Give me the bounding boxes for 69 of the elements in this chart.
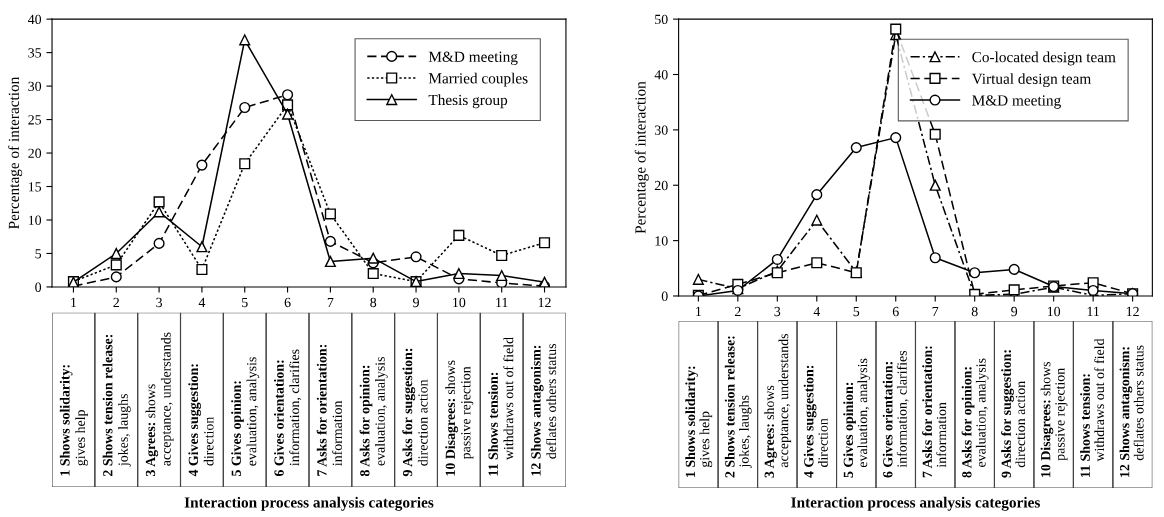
text: 6 Gives orientation: information, clarifies [882, 350, 909, 478]
y-tick-label: 30 [654, 125, 668, 135]
text: 8 Asks for opinion: evaluation, analysis [961, 358, 989, 478]
x-tick-label: 6 [284, 297, 291, 308]
y-tick-label: 15 [28, 182, 42, 192]
x-tick-label: 1 [696, 306, 701, 317]
x-tick-label: 10 [453, 297, 466, 308]
y-tick-label: 20 [28, 148, 42, 158]
legend-label: Thesis group [428, 94, 508, 109]
text: 12 Shows antagonism: deflates others status [530, 343, 557, 476]
y-tick-label: 40 [28, 14, 42, 25]
y-tick-label: 30 [28, 81, 42, 92]
legend-label: Virtual design team [971, 73, 1092, 88]
x-tick-label: 12 [538, 297, 551, 307]
text: 1 Shows solidarity: gives help [685, 366, 713, 477]
x-tick-label: 6 [892, 306, 899, 317]
x-tick-label: 1 [71, 297, 77, 307]
x-tick-label: 9 [1011, 306, 1018, 317]
text: 5 Gives opinion: evaluation, analysis [231, 357, 260, 476]
legend-label: Married couples [428, 72, 528, 87]
legend-label: Co-located design team [972, 51, 1116, 66]
text: 12 Shows antagonism: deflates others status [1119, 345, 1144, 477]
x-tick-label: 5 [853, 306, 860, 317]
y-tick-label: 0 [35, 282, 42, 292]
x-tick-label: 8 [971, 306, 978, 317]
y-tick-label: 20 [654, 180, 668, 191]
x-tick-label: 4 [198, 297, 206, 307]
text: 7 Asks for orientation: information [922, 346, 947, 478]
text: 6 Gives orientation: information, clarifies [273, 349, 302, 477]
x-axis-title: Interaction process analysis categories [184, 496, 434, 511]
legend-label: M&D meeting [972, 95, 1061, 109]
text: 9 Asks for suggestion: direction action [402, 348, 428, 477]
x-axis-title: Interaction process analysis categories [791, 496, 1040, 511]
y-tick-label: 35 [28, 48, 42, 58]
text: 4 Gives suggestion: direction [803, 365, 828, 478]
x-tick-label: 9 [413, 297, 419, 308]
x-tick-label: 3 [156, 297, 163, 308]
text: 2 Shows tension release: jokes, laughs [724, 336, 752, 478]
text: 5 Gives opinion: evaluation, analysis [843, 358, 871, 478]
x-tick-label: 2 [734, 306, 741, 317]
text: 4 Gives suggestion: direction [188, 364, 214, 477]
text: 9 Asks for suggestion: direction action [1001, 350, 1026, 478]
x-tick-label: 7 [932, 306, 939, 317]
x-tick-label: 11 [1087, 306, 1099, 317]
text: 1 Shows solidarity: gives help [59, 365, 88, 476]
x-tick-label: 5 [242, 297, 248, 308]
text: 8 Asks for opinion: evaluation, analysis [359, 357, 388, 477]
x-tick-label: 8 [370, 297, 377, 308]
x-tick-label: 11 [496, 297, 508, 307]
x-tick-label: 2 [113, 297, 119, 307]
text: 7 Asks for orientation: information [316, 344, 343, 476]
y-tick-label: 40 [654, 70, 668, 80]
x-tick-label: 12 [1126, 306, 1139, 317]
y-tick-label: 5 [35, 249, 42, 259]
x-tick-label: 4 [813, 306, 821, 317]
x-tick-label: 3 [774, 306, 781, 317]
y-tick-label: 0 [661, 291, 668, 301]
y-tick-label: 50 [655, 14, 668, 25]
x-tick-label: 7 [327, 297, 334, 307]
y-axis-title: Percentage of interaction [8, 76, 23, 229]
text: 2 Shows tension release: jokes, laughs [102, 334, 131, 476]
text: 11 Shows tension: withdraws out of field [1080, 338, 1105, 477]
text: 11 Shows tension: withdraws out of field [488, 337, 514, 476]
y-axis-title: Percentage of interaction [634, 81, 649, 234]
legend-label: M&D meeting [428, 51, 518, 66]
y-tick-label: 25 [28, 115, 42, 125]
y-tick-label: 10 [655, 236, 668, 246]
y-tick-label: 10 [28, 215, 42, 225]
x-tick-label: 10 [1047, 306, 1061, 317]
